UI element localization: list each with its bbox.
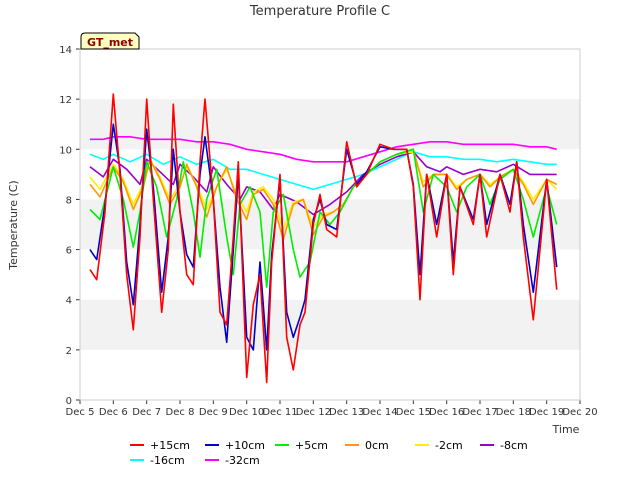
y-tick-label: 6 [66,246,72,257]
legend-label-plus10cm: +10cm [225,439,265,452]
grid-band [80,249,580,300]
x-tick-label: Dec 8 [166,407,195,418]
y-axis-ticks: 0 2 4 6 8 10 12 14 [59,45,80,407]
y-axis-label: Temperature (C) [7,180,20,270]
legend-label-minus32cm: -32cm [225,454,260,467]
series-line-plus5cm [89,148,558,288]
legend-label-plus5cm: +5cm [295,439,328,452]
series-line-minus8cm [89,151,557,216]
grid-band [80,99,580,150]
legend-label-0cm: 0cm [365,439,389,452]
y-tick-label: 0 [66,396,72,407]
y-tick-label: 4 [66,296,72,307]
x-tick-label: Dec 20 [562,407,597,418]
series-lines [89,93,558,384]
x-tick-label: Dec 12 [296,407,331,418]
legend: +15cm +10cm +5cm 0cm -2cm -8cm -16cm -32cm [130,439,528,467]
series-line-0cm [89,148,558,241]
legend-label-plus15cm: +15cm [150,439,190,452]
annotation-label: GT_met [87,36,133,49]
x-tick-label: Dec 5 [66,407,95,418]
y-tick-label: 8 [66,195,72,206]
x-tick-label: Dec 13 [329,407,364,418]
annotation-box: GT_met [80,32,140,50]
series-line-plus15cm [89,93,558,384]
y-tick-label: 12 [59,95,72,106]
chart-title: Temperature Profile C [249,4,390,19]
series-line-minus32cm [90,136,557,163]
x-tick-label: Dec 14 [362,407,397,418]
x-tick-label: Dec 11 [262,407,297,418]
x-tick-label: Dec 16 [429,407,464,418]
legend-label-minus8cm: -8cm [500,439,528,452]
x-tick-label: Dec 10 [229,407,264,418]
y-tick-label: 2 [66,346,72,357]
x-tick-label: Dec 19 [529,407,564,418]
plot-frame [79,48,581,401]
y-tick-label: 10 [59,145,72,156]
x-axis-label: Time [552,423,580,436]
legend-label-minus16cm: -16cm [150,454,185,467]
legend-label-minus2cm: -2cm [435,439,463,452]
x-tick-label: Dec 17 [462,407,497,418]
grid-band [80,49,580,100]
x-tick-label: Dec 15 [396,407,431,418]
y-tick-label: 14 [59,45,72,56]
series-line-minus16cm [89,151,557,191]
x-tick-label: Dec 18 [496,407,531,418]
x-tick-label: Dec 6 [99,407,128,418]
x-tick-label: Dec 7 [132,407,161,418]
x-tick-label: Dec 9 [199,407,228,418]
grid-band [80,299,580,350]
grid-band [80,349,580,400]
